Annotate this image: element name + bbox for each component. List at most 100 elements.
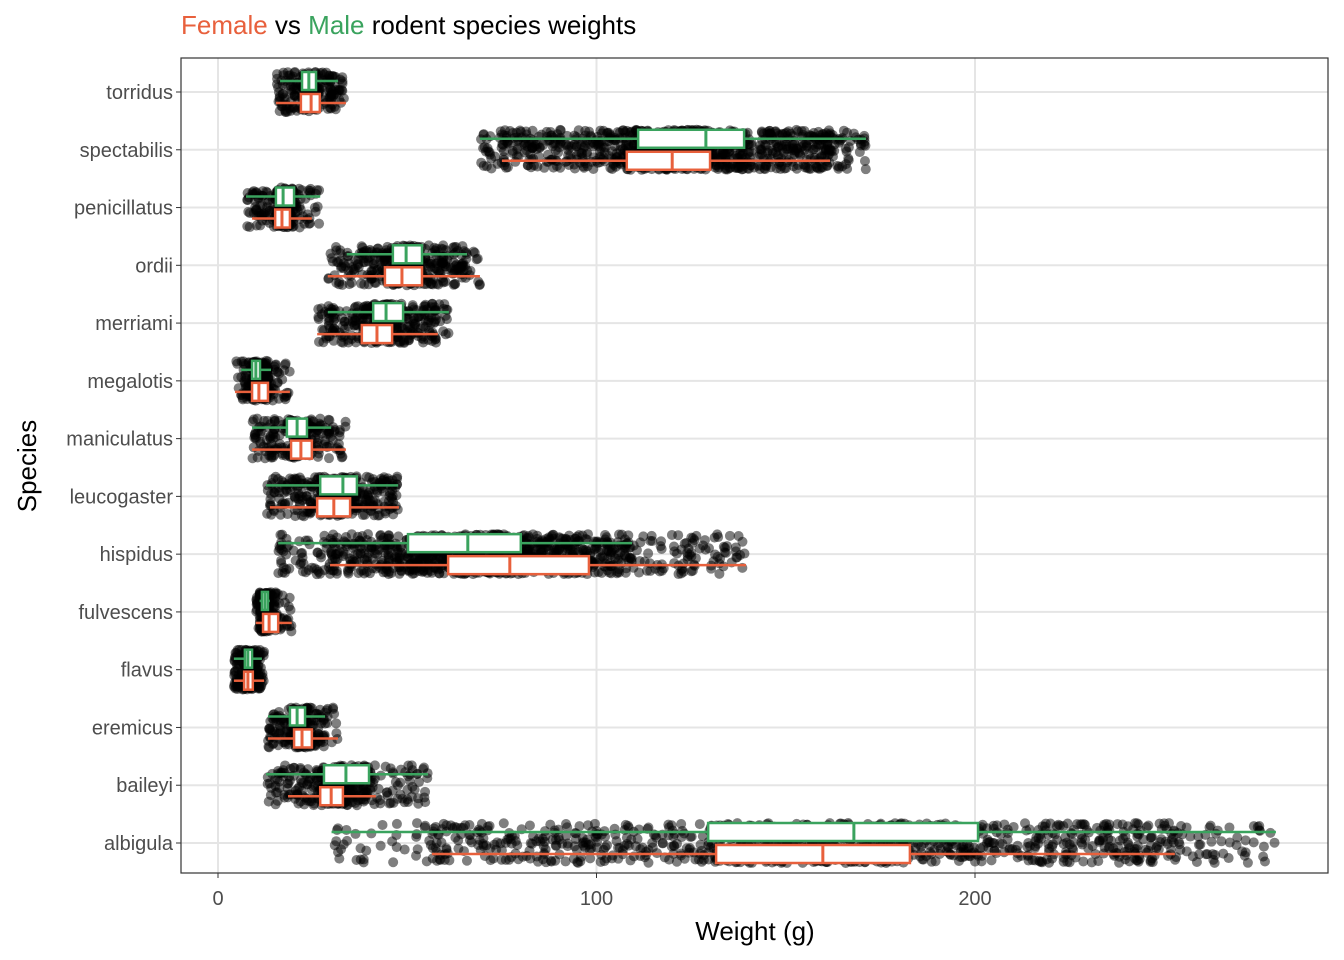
data-point [232,684,243,695]
data-point [387,490,398,501]
data-point [669,558,680,569]
data-point [342,800,353,811]
data-point [233,670,244,681]
data-point [441,314,452,325]
data-point [712,551,723,562]
data-point [668,840,679,851]
data-point [260,446,271,457]
data-point [1258,841,1269,852]
data-point [286,626,297,637]
data-point [1216,836,1227,847]
data-point [643,822,654,833]
data-point [589,567,600,578]
data-point [290,511,301,522]
data-point [353,568,364,579]
data-point [362,558,373,569]
data-point [419,792,430,803]
data-point [341,824,352,835]
data-point [1269,837,1280,848]
data-point [988,820,999,831]
data-point [362,529,373,540]
data-point [1075,819,1086,830]
data-point [392,473,403,484]
data-point [380,761,391,772]
data-point [668,831,679,842]
data-point [666,820,677,831]
data-point [730,542,741,553]
data-point [266,782,277,793]
data-point [232,358,243,369]
data-point [1061,837,1072,848]
data-point [1021,825,1032,836]
data-point [272,795,283,806]
data-point [1133,819,1144,830]
data-point [315,549,326,560]
data-point [297,552,308,563]
data-point [686,566,697,577]
data-point [496,845,507,856]
data-point [328,702,339,713]
data-point [1092,822,1103,833]
data-point [329,553,340,564]
data-point [284,592,295,603]
data-point [1191,856,1202,867]
data-point [349,315,360,326]
data-point [1145,840,1156,851]
data-point [382,787,393,798]
data-point [304,796,315,807]
data-point [296,786,307,797]
data-point [253,646,264,657]
data-point [333,847,344,858]
data-point [277,374,288,385]
data-point [1240,835,1251,846]
data-point [479,850,490,861]
data-point [1068,844,1079,855]
data-point [578,544,589,555]
data-point [484,820,495,831]
data-point [1223,853,1234,864]
data-point [498,818,509,829]
data-point [337,451,348,462]
data-point [302,779,313,790]
title-female-word: Female [181,10,268,40]
data-point [422,773,433,784]
data-point [1168,837,1179,848]
data-point [407,300,418,311]
data-point [473,840,484,851]
data-point [1143,820,1154,831]
data-point [434,854,445,865]
data-point [955,843,966,854]
data-point [276,558,287,569]
data-point [668,541,679,552]
data-point [230,647,241,658]
data-point [622,838,633,849]
data-point [524,820,535,831]
data-point [614,529,625,540]
data-point [695,839,706,850]
data-point [346,529,357,540]
data-point [724,530,735,541]
data-point [379,540,390,551]
data-point [953,856,964,867]
data-point [375,840,386,851]
data-point [620,567,631,578]
data-point [440,329,451,340]
data-point [538,840,549,851]
data-point [392,780,403,791]
data-point [403,321,414,332]
data-point [1232,832,1243,843]
data-point [694,819,705,830]
data-point [1030,855,1041,866]
data-point [522,544,533,555]
data-point [655,541,666,552]
data-point [379,496,390,507]
data-point [1002,834,1013,845]
data-point [578,837,589,848]
data-point [413,777,424,788]
data-point [635,537,646,548]
data-point [302,764,313,775]
data-point [527,529,538,540]
data-point [391,842,402,853]
data-point [597,551,608,562]
data-point [366,795,377,806]
